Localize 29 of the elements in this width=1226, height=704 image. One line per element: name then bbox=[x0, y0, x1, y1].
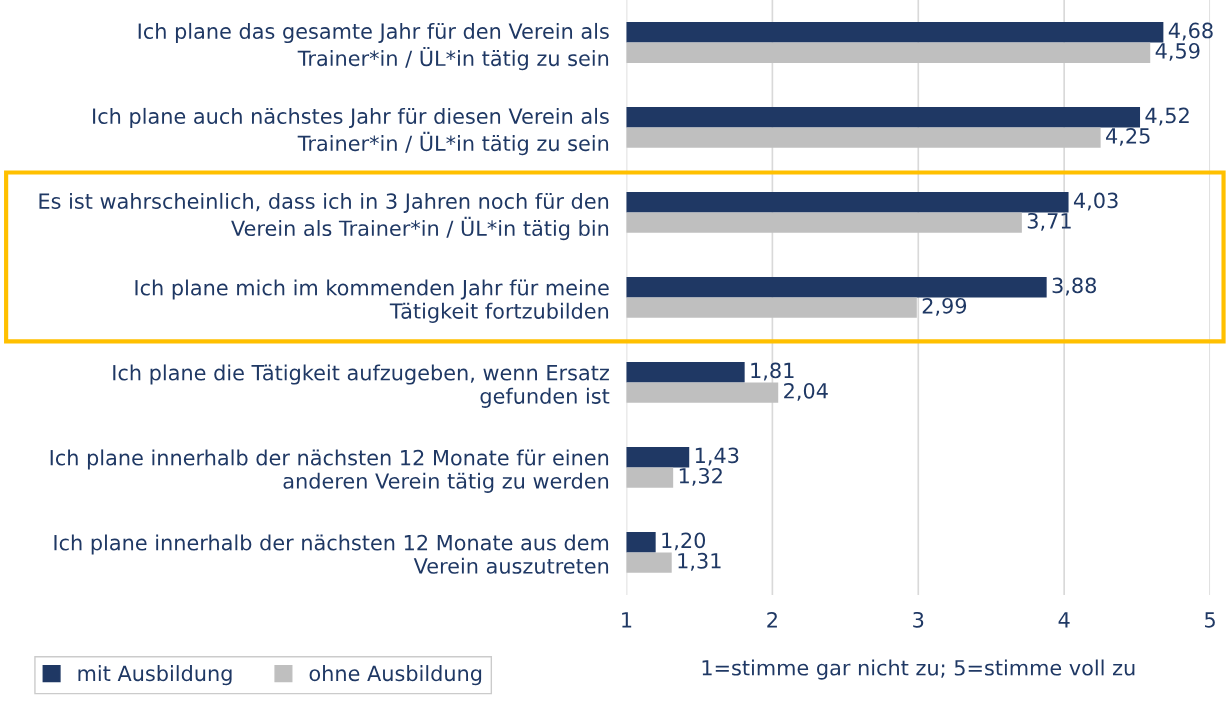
x-tick-label: 4 bbox=[1058, 612, 1070, 628]
x-tick-label: 5 bbox=[1205, 612, 1215, 628]
y-tick-label: Ich plane mich im kommenden Jahr für meine Tätigkeit fortzubilden bbox=[135, 279, 609, 323]
y-tick-label: Es ist wahrscheinlich, dass ich in 3 Jahren noch für den Verein als Trainer*in / ÜL*in tätig bin bbox=[39, 192, 609, 241]
data-label: 1,81 bbox=[751, 362, 794, 381]
data-label: 3,71 bbox=[1027, 212, 1071, 231]
x-tick-label: 1 bbox=[622, 612, 632, 628]
data-label: 4,59 bbox=[1155, 42, 1200, 61]
data-label: 2,99 bbox=[922, 297, 967, 316]
data-label: 4,68 bbox=[1168, 22, 1213, 41]
data-label: 2,04 bbox=[784, 382, 828, 401]
data-label: 1,43 bbox=[695, 447, 739, 466]
y-tick-label: Ich plane die Tätigkeit aufzugeben, wenn Ersatz gefunden ist bbox=[113, 364, 610, 408]
y-tick-label: Ich plane auch nächstes Jahr für diesen Verein als Trainer*in / ÜL*in tätig zu sein bbox=[93, 107, 609, 156]
data-label: 4,03 bbox=[1073, 192, 1118, 211]
data-label: 4,25 bbox=[1106, 127, 1150, 146]
x-tick-label: 3 bbox=[913, 611, 924, 628]
x-axis-title: 1=stimme gar nicht zu; 5=stimme voll zu bbox=[702, 659, 1135, 680]
legend-label: ohne Ausbildung bbox=[309, 665, 482, 686]
data-label: 4,52 bbox=[1145, 107, 1189, 126]
legend-label: mit Ausbildung bbox=[78, 665, 232, 686]
data-label: 1,32 bbox=[679, 467, 722, 486]
data-label: 3,88 bbox=[1052, 277, 1096, 296]
y-tick-label: Ich plane das gesamte Jahr für den Verein als Trainer*in / ÜL*in tätig zu sein bbox=[138, 22, 609, 71]
y-tick-label: Ich plane innerhalb der nächsten 12 Monate für einen anderen Verein tätig zu werden bbox=[50, 449, 609, 493]
x-tick-label: 2 bbox=[767, 611, 777, 628]
data-label: 1,20 bbox=[662, 532, 706, 551]
data-label: 1,31 bbox=[678, 552, 721, 571]
y-tick-label: Ich plane innerhalb der nächsten 12 Monate aus dem Verein auszutreten bbox=[54, 534, 609, 574]
